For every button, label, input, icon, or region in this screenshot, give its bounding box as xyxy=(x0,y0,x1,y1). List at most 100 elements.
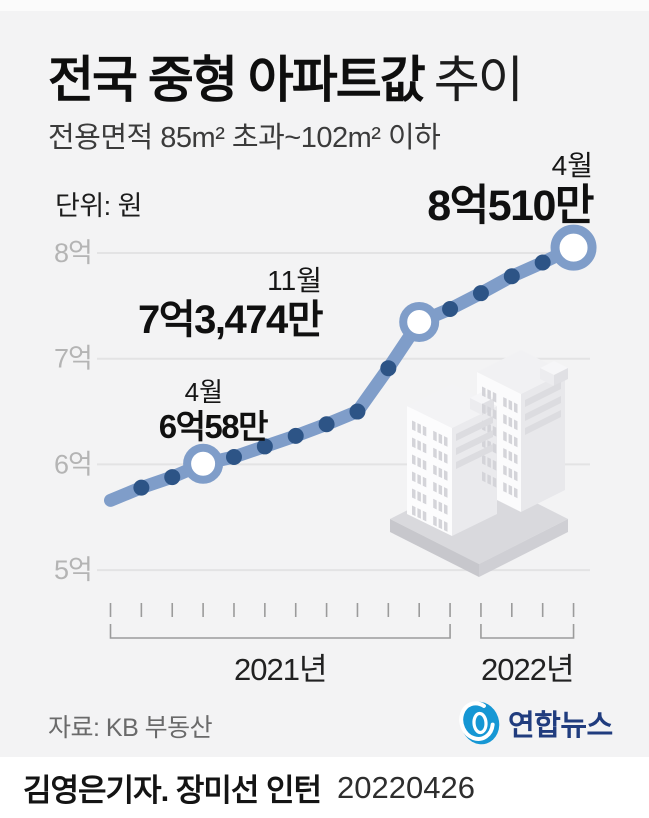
window xyxy=(422,476,427,488)
window xyxy=(417,423,421,434)
gridlines: 8억 7억 6억 5억 xyxy=(54,238,590,585)
window xyxy=(433,447,437,459)
logo-text: 연합뉴스 xyxy=(508,710,613,742)
window xyxy=(422,442,427,454)
window xyxy=(412,454,416,466)
x-axis: 2021년 2022년 xyxy=(109,603,574,687)
point-label-month: 11월 xyxy=(267,265,322,296)
trend-line-group xyxy=(104,224,597,507)
window xyxy=(503,482,507,493)
data-point-annotation: 11월 7억3,474만 xyxy=(138,265,323,342)
data-point xyxy=(534,254,551,271)
source-label: 자료: KB 부동산 xyxy=(48,714,213,742)
window xyxy=(444,436,448,447)
point-label-value: 7억3,474만 xyxy=(138,297,323,342)
window-band xyxy=(525,396,561,421)
window xyxy=(508,484,513,496)
window xyxy=(487,389,491,400)
window xyxy=(514,470,518,482)
top-strip xyxy=(0,0,649,11)
window-band xyxy=(456,443,493,470)
window xyxy=(422,510,427,522)
subtitle: 전용면적 85m² 초과~102m² 이하 xyxy=(48,122,441,154)
window xyxy=(508,467,513,479)
window xyxy=(492,408,497,420)
highlight-point xyxy=(550,224,597,271)
window xyxy=(412,420,416,432)
data-point xyxy=(318,416,335,433)
window xyxy=(492,442,497,454)
window xyxy=(514,402,518,414)
window xyxy=(508,399,513,411)
window xyxy=(412,488,416,500)
window xyxy=(514,419,518,431)
window xyxy=(503,414,507,425)
data-point xyxy=(287,427,304,444)
highlight-point xyxy=(399,301,440,342)
window xyxy=(433,498,437,510)
window xyxy=(482,454,486,466)
window xyxy=(422,493,427,505)
window xyxy=(482,403,486,415)
window xyxy=(438,450,443,462)
window xyxy=(514,453,518,465)
highlight-point xyxy=(183,443,224,484)
date: 20220426 xyxy=(337,769,475,805)
page-title: 전국 중형 아파트값 추이 xyxy=(48,40,524,112)
data-point xyxy=(380,360,397,377)
window xyxy=(508,450,513,462)
window xyxy=(492,391,497,403)
y-axis-label: 7억 xyxy=(54,344,92,374)
window xyxy=(444,487,448,498)
window xyxy=(487,457,491,468)
point-label-value: 8억510만 xyxy=(427,181,594,230)
point-label-month: 4월 xyxy=(551,150,593,181)
window xyxy=(492,425,497,437)
window xyxy=(444,521,448,532)
window xyxy=(492,476,497,488)
globe-swirl-icon xyxy=(459,701,500,745)
point-label-value: 6억58만 xyxy=(158,407,269,445)
building-windows xyxy=(412,382,561,532)
data-point-annotation: 4월 8억510만 xyxy=(427,150,594,230)
window xyxy=(503,397,507,408)
window xyxy=(487,474,491,485)
window xyxy=(433,481,437,493)
window xyxy=(417,440,421,451)
data-point xyxy=(503,268,520,285)
year-label: 2021년 xyxy=(234,652,326,687)
window xyxy=(417,457,421,468)
footer-bar: 김영은기자. 장미선 인턴 20220426 xyxy=(0,757,649,818)
window xyxy=(508,433,513,445)
unit-label: 단위: 원 xyxy=(55,191,143,221)
y-axis-label: 6억 xyxy=(54,449,92,479)
data-point-annotation: 4월 6억58만 xyxy=(158,377,269,445)
apartment-illustration xyxy=(390,350,568,577)
window xyxy=(412,471,416,483)
window xyxy=(438,433,443,445)
year-bracket xyxy=(109,624,451,639)
window xyxy=(514,487,518,499)
window xyxy=(514,436,518,448)
window xyxy=(492,459,497,471)
window xyxy=(433,430,437,442)
y-axis-label: 5억 xyxy=(54,555,92,585)
window xyxy=(482,386,486,398)
data-point xyxy=(349,403,366,420)
window xyxy=(412,505,416,517)
y-axis-label: 8억 xyxy=(54,238,92,268)
data-point xyxy=(472,285,489,302)
window xyxy=(417,474,421,485)
window xyxy=(417,491,421,502)
window xyxy=(487,406,491,417)
point-label-month: 4월 xyxy=(184,377,223,407)
data-point xyxy=(133,479,150,496)
window xyxy=(482,471,486,483)
window xyxy=(438,484,443,496)
year-label: 2022년 xyxy=(481,652,573,687)
yonhap-logo: 연합뉴스 xyxy=(458,700,613,746)
window xyxy=(422,425,427,437)
title-emphasis: 전국 중형 아파트값 xyxy=(48,52,426,108)
